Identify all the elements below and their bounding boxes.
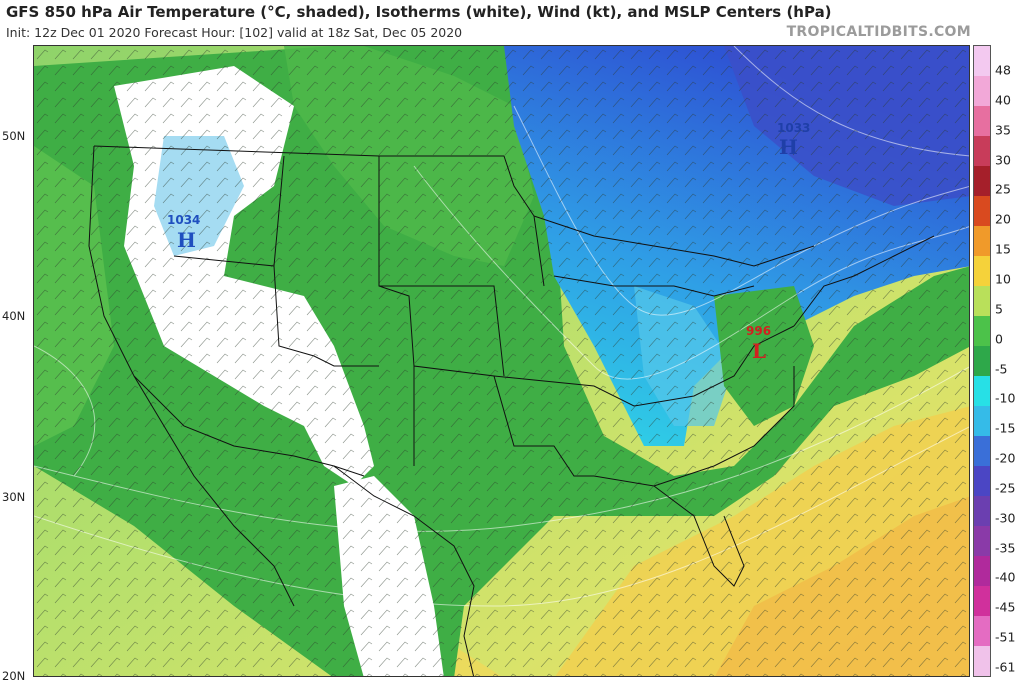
political-borders (88, 145, 935, 676)
brand-watermark: TROPICALTIDBITS.COM (786, 24, 971, 40)
colorbar-swatch (974, 526, 990, 557)
svg-text:L: L (752, 339, 766, 363)
colorbar-label: -15 (995, 420, 1016, 436)
low-pressure-center[interactable]: 996 L (746, 324, 771, 363)
colorbar-swatch (974, 286, 990, 317)
lat-label-40n: 40N (2, 309, 26, 323)
colorbar-label: 0 (995, 331, 1003, 347)
colorbar-swatch (974, 316, 990, 347)
colorbar-swatch (974, 466, 990, 497)
colorbar-gradient (974, 46, 990, 677)
colorbar-swatch (974, 436, 990, 467)
svg-text:H: H (779, 135, 798, 159)
colorbar-label: -45 (995, 599, 1016, 615)
temperature-colorbar (973, 45, 991, 677)
svg-text:H: H (177, 228, 196, 252)
colorbar-swatch (974, 76, 990, 107)
colorbar-swatch (974, 646, 990, 677)
weather-map[interactable]: 1034 H 1033 H 996 L (33, 45, 970, 677)
svg-text:1033: 1033 (777, 121, 810, 135)
colorbar-label: -51 (995, 629, 1016, 645)
colorbar-label: 35 (995, 122, 1011, 138)
colorbar-swatch (974, 106, 990, 137)
high-pressure-center-west[interactable]: 1034 H (167, 213, 200, 252)
colorbar-label: 48 (995, 62, 1011, 78)
colorbar-swatch (974, 226, 990, 257)
high-pressure-center-northeast[interactable]: 1033 H (777, 121, 810, 159)
colorbar-swatch (974, 496, 990, 527)
colorbar-label: -20 (995, 450, 1016, 466)
colorbar-label: 40 (995, 92, 1011, 108)
svg-text:1034: 1034 (167, 213, 200, 227)
lat-label-30n: 30N (2, 490, 26, 504)
colorbar-label: 10 (995, 271, 1011, 287)
forecast-info: Init: 12z Dec 01 2020 Forecast Hour: [10… (6, 25, 463, 40)
colorbar-label: -30 (995, 510, 1016, 526)
colorbar-swatch (974, 136, 990, 167)
map-title: GFS 850 hPa Air Temperature (°C, shaded)… (6, 3, 832, 21)
colorbar-label: 5 (995, 301, 1003, 317)
colorbar-swatch (974, 46, 990, 77)
colorbar-label: 15 (995, 241, 1011, 257)
colorbar-swatch (974, 196, 990, 227)
colorbar-label: -40 (995, 569, 1016, 585)
temperature-field: 1034 H 1033 H 996 L (34, 46, 969, 676)
colorbar-label: -25 (995, 480, 1016, 496)
colorbar-label: 25 (995, 181, 1011, 197)
colorbar-swatch (974, 256, 990, 287)
colorbar-swatch (974, 346, 990, 377)
colorbar-swatch (974, 586, 990, 617)
colorbar-label: -61 (995, 659, 1016, 675)
colorbar-label: -5 (995, 361, 1008, 376)
lat-label-50n: 50N (2, 129, 26, 143)
colorbar-label: -35 (995, 540, 1016, 556)
svg-text:996: 996 (746, 324, 771, 338)
colorbar-swatch (974, 616, 990, 647)
colorbar-label: 30 (995, 152, 1011, 168)
colorbar-label: -10 (995, 390, 1016, 406)
colorbar-swatch (974, 376, 990, 407)
colorbar-label: 20 (995, 211, 1011, 227)
wind-barbs (34, 46, 969, 676)
lat-label-20n: 20N (2, 669, 26, 683)
colorbar-swatch (974, 406, 990, 437)
colorbar-swatch (974, 556, 990, 587)
colorbar-swatch (974, 166, 990, 197)
